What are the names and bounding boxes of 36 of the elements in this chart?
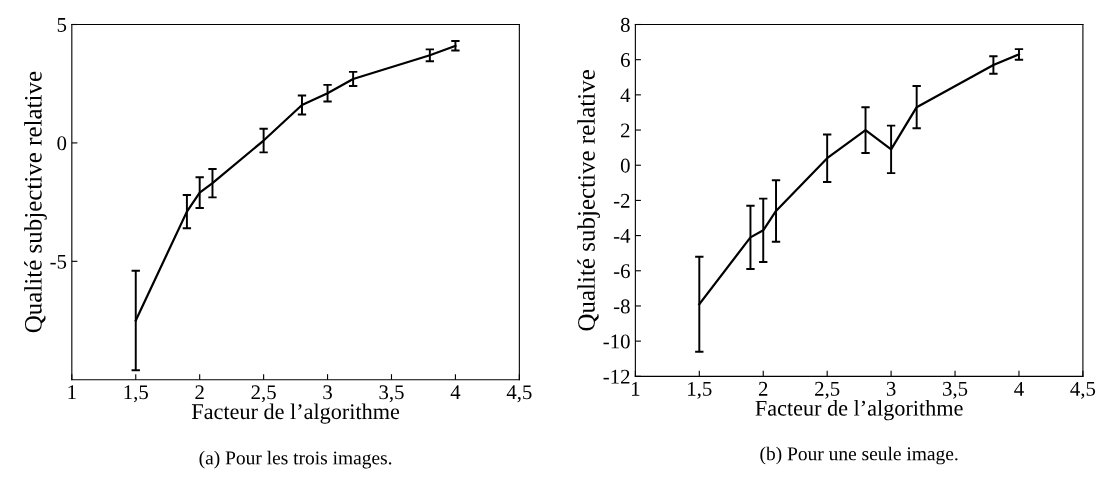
- x-tick-label: 4: [450, 385, 461, 400]
- x-tick-label: 3: [886, 381, 896, 396]
- y-tick-label: -5: [50, 254, 67, 269]
- y-tick-label: -10: [603, 334, 630, 349]
- x-tick-label: 4: [1014, 381, 1024, 396]
- x-tick-label: 2: [195, 385, 204, 400]
- x-tick-label: 1,5: [124, 385, 148, 403]
- y-tick-label: 0: [620, 158, 630, 173]
- y-tick-label: -4: [613, 229, 631, 243]
- x-tick-label: 3,5: [379, 385, 404, 403]
- x-tick-label: 2,5: [251, 385, 276, 403]
- y-tick-label: -12: [603, 369, 630, 384]
- x-tick-label: 1: [632, 381, 640, 396]
- y-tick-label: -2: [613, 193, 630, 208]
- x-tick-label: 4,5: [1070, 381, 1096, 399]
- y-tick-label: -8: [613, 299, 630, 314]
- y-tick-label: 4: [620, 88, 631, 103]
- x-tick-label: 1,5: [688, 381, 712, 399]
- x-axis-title: Facteur de l’algorithme: [755, 400, 963, 421]
- y-tick-label: 0: [57, 136, 67, 151]
- y-tick-label: 6: [620, 53, 630, 68]
- y-tick-label: 2: [621, 123, 630, 138]
- x-tick-label: 2: [758, 381, 768, 396]
- y-tick-label: 8: [620, 17, 630, 32]
- x-tick-label: 2,5: [815, 381, 840, 399]
- text: (b) Pour une seule image.: [760, 446, 958, 465]
- y-axis-title: Qualité subjective relative: [577, 70, 600, 331]
- y-axis-title: Qualité subjective relative: [24, 71, 47, 333]
- y-tick-label: -6: [613, 264, 630, 279]
- x-tick-label: 3,5: [943, 381, 968, 399]
- text: (a) Pour les trois images.: [199, 450, 392, 469]
- x-tick-label: 1: [68, 385, 76, 400]
- x-tick-label: 3: [323, 385, 332, 400]
- x-axis-title: Facteur de l’algorithme: [191, 403, 400, 424]
- x-tick-label: 4,5: [506, 385, 532, 403]
- y-tick-label: 5: [57, 18, 67, 32]
